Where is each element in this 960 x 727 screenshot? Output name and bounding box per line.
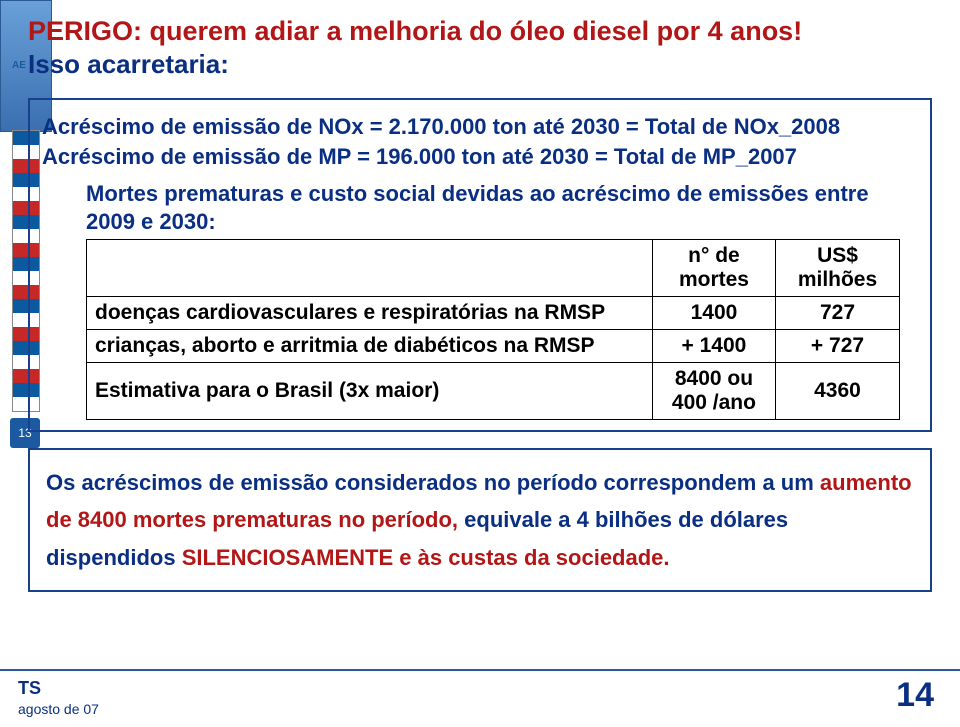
row-label: Estimativa para o Brasil (3x maior) [87,363,653,420]
row-col1: 8400 ou 400 /ano [652,363,775,420]
row-col2: + 727 [775,330,899,363]
page-subtitle: Isso acarretaria: [28,49,932,80]
emission-line-nox: Acréscimo de emissão de NOx = 2.170.000 … [42,114,918,140]
table-header-row: n° de mortes US$ milhões [87,240,900,297]
row-col2: 727 [775,297,899,330]
footer-ts: TS [18,678,41,698]
table-header-usd: US$ milhões [775,240,899,297]
conclusion-box: Os acréscimos de emissão considerados no… [28,448,932,592]
footer-divider [0,669,960,671]
row-col1: + 1400 [652,330,775,363]
mortes-heading: Mortes prematuras e custo social devidas… [86,180,918,235]
row-col2: 4360 [775,363,899,420]
conclusion-text: Os acréscimos de emissão considerados no… [46,464,914,576]
table-row: doenças cardiovasculares e respiratórias… [87,297,900,330]
emissions-box: Acréscimo de emissão de NOx = 2.170.000 … [28,98,932,432]
row-label: crianças, aborto e arritmia de diabético… [87,330,653,363]
table-row: Estimativa para o Brasil (3x maior) 8400… [87,363,900,420]
page-number: 14 [896,676,934,715]
table-header-mortes: n° de mortes [652,240,775,297]
mortes-block: Mortes prematuras e custo social devidas… [86,180,918,420]
table-row: crianças, aborto e arritmia de diabético… [87,330,900,363]
mortes-table: n° de mortes US$ milhões doenças cardiov… [86,239,900,420]
page-title: PERIGO: querem adiar a melhoria do óleo … [28,16,932,47]
emission-line-mp: Acréscimo de emissão de MP = 196.000 ton… [42,144,918,170]
conclusion-seg1: Os acréscimos de emissão considerados no… [46,470,820,495]
row-label: doenças cardiovasculares e respiratórias… [87,297,653,330]
slide-content: PERIGO: querem adiar a melhoria do óleo … [0,0,960,592]
footer-date: agosto de 07 [18,701,99,717]
table-header-empty [87,240,653,297]
row-col1: 1400 [652,297,775,330]
conclusion-seg4: SILENCIOSAMENTE e às custas da sociedade… [182,545,670,570]
footer-left: TS agosto de 07 [18,679,99,719]
